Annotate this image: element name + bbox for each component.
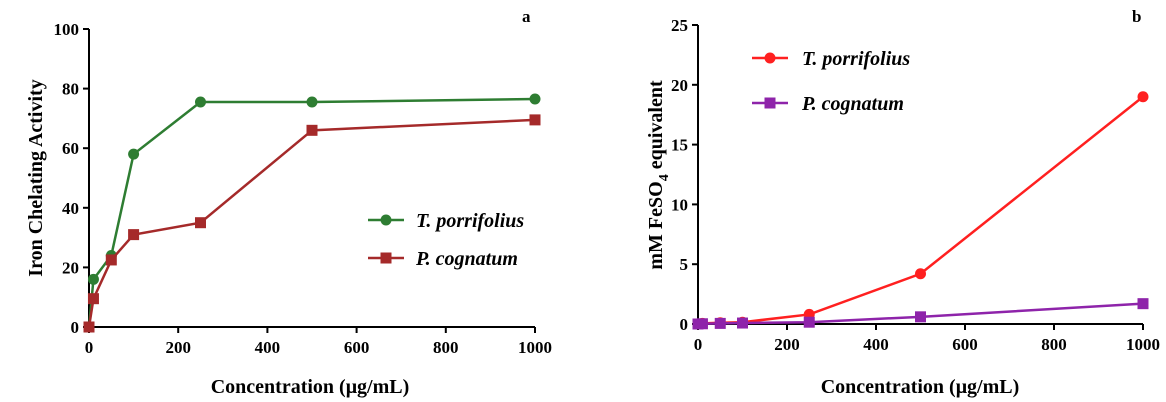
x-tick-label: 0 [85, 338, 94, 357]
x-tick-label: 600 [952, 335, 978, 354]
y-tick-label: 100 [54, 20, 80, 39]
x-axis-title: Concentration (μg/mL) [821, 376, 1020, 398]
y-tick-label: 0 [71, 318, 80, 337]
data-point [1137, 91, 1149, 103]
data-point [737, 317, 748, 329]
x-tick-label: 200 [165, 338, 191, 357]
y-axis-title-main: mM FeSO [645, 181, 667, 269]
x-tick-label: 400 [863, 335, 889, 354]
y-tick-label: 25 [671, 16, 688, 35]
data-point [803, 316, 815, 328]
legend-label: P. cognatum [801, 93, 904, 115]
y-axis-title-tail: equivalent [645, 80, 667, 174]
y-tick-label: 60 [62, 139, 79, 158]
series-line [697, 95, 1144, 326]
data-point [1137, 298, 1149, 310]
y-tick-label: 40 [62, 199, 79, 218]
x-tick-label: 800 [433, 338, 459, 357]
data-point [195, 217, 206, 229]
y-tick-label: 10 [671, 195, 688, 214]
data-point [87, 293, 99, 305]
x-tick-label: 0 [694, 335, 703, 354]
data-point [529, 114, 541, 126]
y-tick-label: 0 [680, 315, 689, 334]
x-tick-label: 1000 [1126, 335, 1160, 354]
y-axis-title-subscript: 4 [657, 174, 672, 181]
panel-letter: a [522, 7, 531, 26]
legend-marker [764, 52, 776, 64]
y-tick-label: 5 [680, 255, 689, 274]
legend-marker [380, 214, 392, 226]
legend-marker [380, 252, 392, 264]
data-point [105, 254, 117, 266]
y-tick-label: 20 [62, 258, 79, 277]
x-tick-label: 200 [774, 335, 800, 354]
legend-marker [764, 97, 776, 109]
chart-panel-b: 0 200 400 600 800 1000 0 5 10 15 20 25 b Concentratio… [645, 7, 1160, 398]
data-point [714, 317, 726, 329]
legend-label: T. porrifolius [802, 48, 910, 70]
legend-label: P. cognatum [415, 248, 518, 270]
panel-letter: b [1132, 7, 1141, 26]
data-point [87, 273, 99, 285]
data-point [195, 96, 206, 108]
x-tick-label: 1000 [518, 338, 552, 357]
legend-label: T. porrifolius [416, 210, 524, 232]
y-tick-label: 20 [671, 76, 688, 95]
data-point [83, 321, 95, 333]
y-axis-title: Iron Chelating Activity [25, 79, 47, 276]
x-tick-label: 400 [255, 338, 281, 357]
x-tick-label: 800 [1041, 335, 1067, 354]
data-point [915, 311, 926, 323]
data-point [306, 96, 318, 108]
y-tick-label: 15 [671, 136, 688, 155]
data-point [128, 229, 140, 241]
data-point [306, 124, 318, 136]
data-point [529, 93, 541, 105]
chart-panel-a: 0 200 400 600 800 1000 0 20 40 60 80 100 a Concentrat… [25, 7, 552, 398]
x-tick-label: 600 [344, 338, 370, 357]
y-axis-title: mM FeSO4 equivalent [645, 80, 672, 270]
data-point [696, 318, 708, 330]
data-point [915, 268, 926, 280]
y-tick-label: 80 [62, 80, 79, 99]
data-point [128, 148, 140, 160]
x-axis-title: Concentration (μg/mL) [211, 376, 410, 398]
